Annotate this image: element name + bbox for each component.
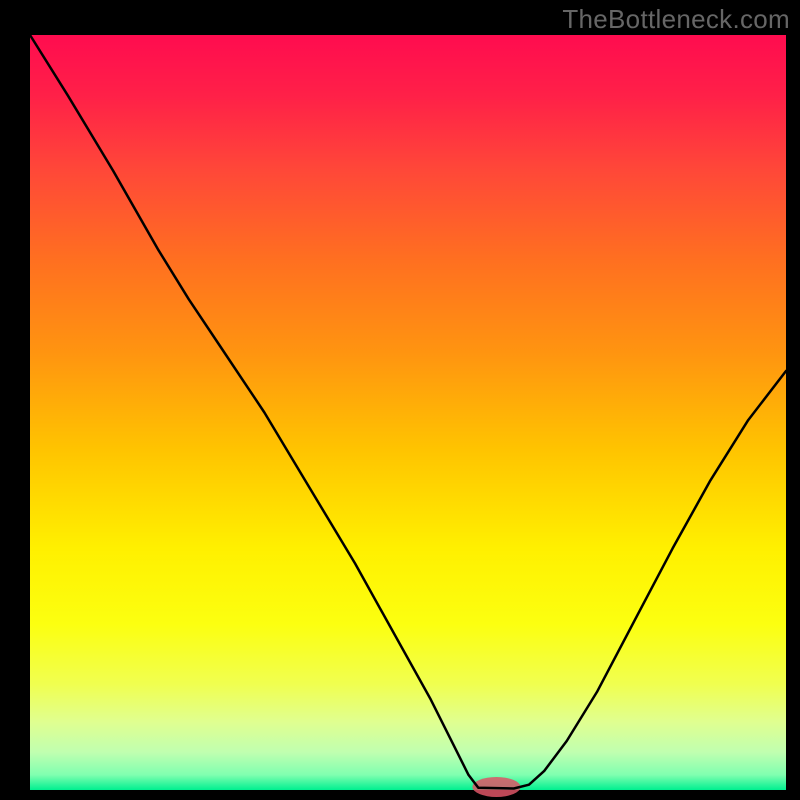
bottleneck-chart [0, 0, 800, 800]
plot-background [30, 35, 786, 790]
watermark-text: TheBottleneck.com [562, 4, 790, 35]
chart-container: TheBottleneck.com [0, 0, 800, 800]
